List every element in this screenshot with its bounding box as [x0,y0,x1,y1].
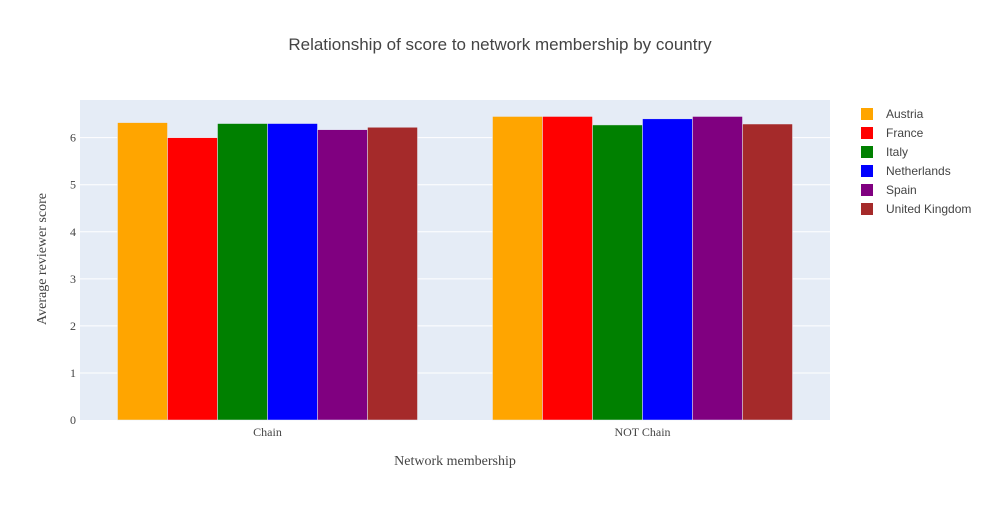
bar-france-1[interactable] [542,116,593,421]
y-tick-label: 2 [70,319,76,333]
legend-label[interactable]: Italy [886,145,908,159]
legend-swatch[interactable] [861,184,873,196]
chart-title: Relationship of score to network members… [288,35,712,54]
y-tick-label: 1 [70,366,76,380]
x-axis-ticks: Chain NOT Chain [253,425,670,439]
legend-swatch[interactable] [861,146,873,158]
bar-italy-1[interactable] [592,124,643,421]
bar-austria-1[interactable] [492,116,543,421]
y-axis-label: Average reviewer score [35,193,50,325]
legend-swatch[interactable] [861,108,873,120]
legend-label[interactable]: Netherlands [886,164,951,178]
bar-united-kingdom-1[interactable] [742,123,793,421]
x-axis-label: Network membership [394,454,516,469]
bar-spain-0[interactable] [317,129,368,421]
y-tick-label: 3 [70,272,76,286]
y-tick-label: 0 [70,413,76,427]
x-tick-label: NOT Chain [614,425,670,439]
legend-label[interactable]: Spain [886,183,917,197]
legend: Austria France Italy Netherlands Spain United… [861,107,971,216]
bar-netherlands-0[interactable] [267,123,318,421]
legend-label[interactable]: Austria [886,107,924,121]
legend-label[interactable]: United Kingdom [886,202,971,216]
y-tick-label: 6 [70,131,76,145]
bar-netherlands-1[interactable] [642,118,693,421]
bar-italy-0[interactable] [217,123,268,421]
y-axis-ticks: 0 1 2 3 4 5 6 [70,131,76,427]
bar-united-kingdom-0[interactable] [367,127,418,421]
y-tick-label: 4 [70,225,76,239]
bar-france-0[interactable] [167,137,218,421]
bars [117,116,793,421]
legend-swatch[interactable] [861,203,873,215]
x-tick-label: Chain [253,425,282,439]
legend-label[interactable]: France [886,126,924,140]
bar-spain-1[interactable] [692,116,743,421]
bar-austria-0[interactable] [117,122,168,421]
legend-swatch[interactable] [861,127,873,139]
legend-swatch[interactable] [861,165,873,177]
y-tick-label: 5 [70,178,76,192]
